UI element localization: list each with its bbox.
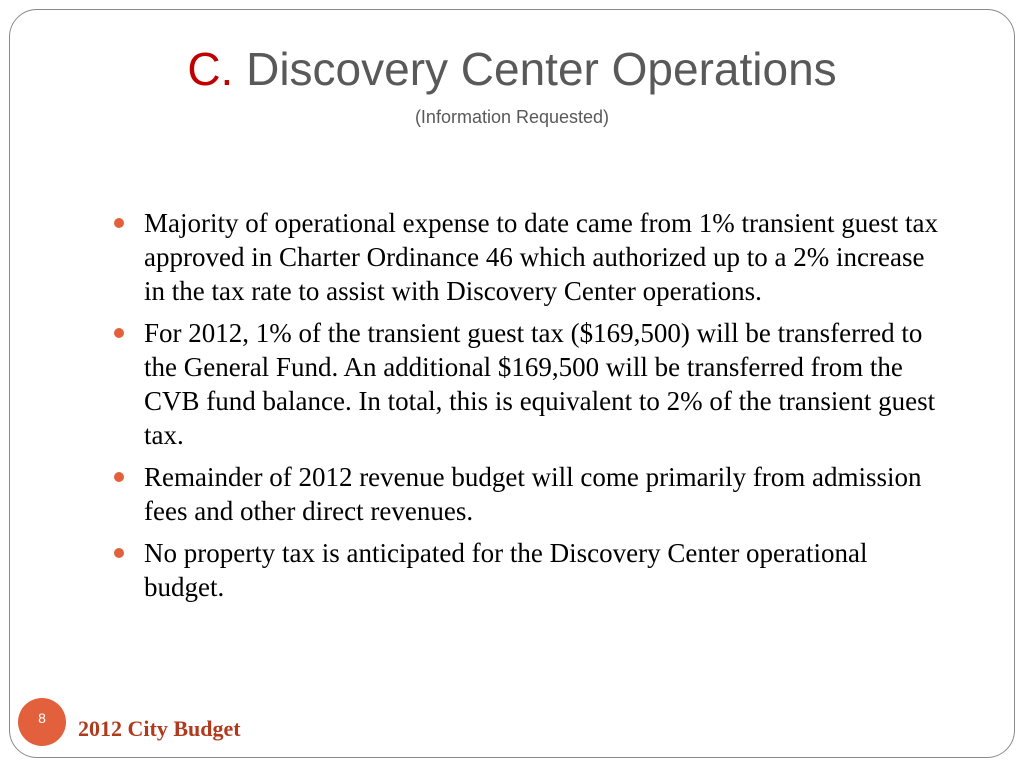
bullet-item: For 2012, 1% of the transient guest tax …: [112, 316, 942, 452]
bullet-icon: [114, 328, 124, 338]
page-number-badge: 8: [18, 698, 66, 746]
title-section-letter: C.: [187, 43, 234, 95]
bullet-item: No property tax is anticipated for the D…: [112, 536, 942, 604]
slide-frame: [9, 9, 1015, 758]
bullet-icon: [114, 218, 124, 228]
footer-text: 2012 City Budget: [78, 716, 241, 741]
bullet-icon: [114, 548, 124, 558]
bullet-icon: [114, 472, 124, 482]
bullet-item: Majority of operational expense to date …: [112, 206, 942, 308]
bullet-text: Majority of operational expense to date …: [144, 208, 938, 306]
bullet-text: For 2012, 1% of the transient guest tax …: [144, 318, 936, 450]
bullet-item: Remainder of 2012 revenue budget will co…: [112, 460, 942, 528]
bullet-text: No property tax is anticipated for the D…: [144, 538, 868, 602]
title-text: Discovery Center Operations: [246, 43, 837, 95]
slide-title: C. Discovery Center Operations: [0, 44, 1024, 95]
bullet-list: Majority of operational expense to date …: [112, 206, 942, 612]
slide-subtitle: (Information Requested): [414, 107, 610, 127]
page-number: 8: [38, 710, 46, 726]
bullet-text: Remainder of 2012 revenue budget will co…: [144, 462, 922, 526]
